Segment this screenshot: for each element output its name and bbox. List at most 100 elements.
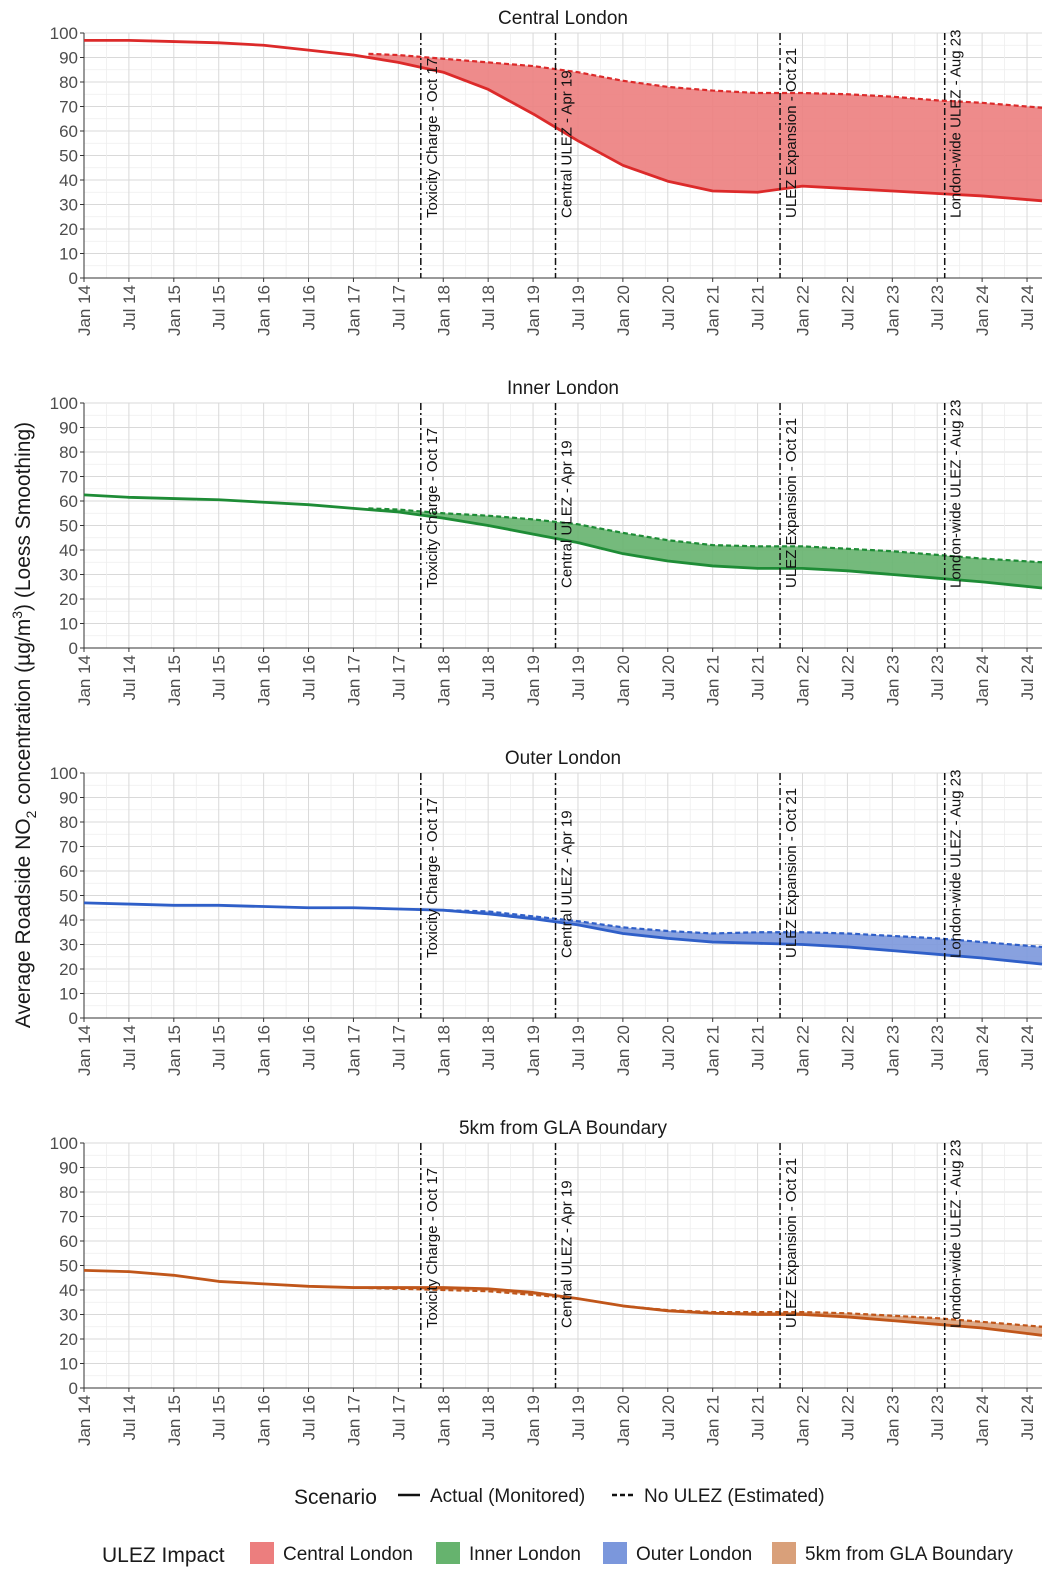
y-tick-label: 40 bbox=[59, 171, 78, 190]
x-tick-label: Jan 15 bbox=[165, 655, 184, 706]
y-tick-label: 20 bbox=[59, 960, 78, 979]
x-tick-label: Jan 21 bbox=[704, 1395, 723, 1446]
x-tick-label: Jul 18 bbox=[479, 655, 498, 700]
x-tick-label: Jul 17 bbox=[389, 285, 408, 330]
legend-impact-label: Outer London bbox=[636, 1544, 752, 1565]
x-tick-label: Jul 22 bbox=[838, 1025, 857, 1070]
x-tick-label: Jan 19 bbox=[524, 655, 543, 706]
y-tick-label: 70 bbox=[59, 838, 78, 857]
x-tick-label: Jan 19 bbox=[524, 285, 543, 336]
chart-panels: Central London0102030405060708090100Jan … bbox=[50, 8, 1043, 1446]
x-tick-label: Jul 15 bbox=[210, 1395, 229, 1440]
impact-area bbox=[368, 908, 1042, 965]
y-tick-label: 80 bbox=[59, 443, 78, 462]
x-tick-label: Jul 17 bbox=[389, 1395, 408, 1440]
y-tick-label: 0 bbox=[69, 269, 78, 288]
x-tick-label: Jan 24 bbox=[973, 655, 992, 706]
x-tick-label: Jul 23 bbox=[928, 1025, 947, 1070]
y-tick-label: 90 bbox=[59, 419, 78, 438]
y-tick-label: 60 bbox=[59, 122, 78, 141]
event-label: London-wide ULEZ - Aug 23 bbox=[948, 30, 965, 218]
x-tick-label: Jan 20 bbox=[614, 1025, 633, 1076]
y-tick-label: 70 bbox=[59, 1208, 78, 1227]
y-tick-label: 40 bbox=[59, 1281, 78, 1300]
y-tick-label: 60 bbox=[59, 1232, 78, 1251]
x-tick-label: Jan 22 bbox=[794, 285, 813, 336]
x-tick-label: Jan 22 bbox=[794, 1395, 813, 1446]
y-tick-label: 10 bbox=[59, 1355, 78, 1374]
x-tick-label: Jul 22 bbox=[838, 285, 857, 330]
legend: Scenario Actual (Monitored) No ULEZ (Estim… bbox=[102, 1486, 1014, 1567]
y-tick-label: 30 bbox=[59, 196, 78, 215]
y-tick-label: 100 bbox=[50, 1134, 78, 1153]
x-tick-label: Jul 20 bbox=[659, 655, 678, 700]
y-tick-label: 40 bbox=[59, 541, 78, 560]
x-tick-label: Jul 22 bbox=[838, 655, 857, 700]
y-tick-label: 50 bbox=[59, 1257, 78, 1276]
y-tick-label: 20 bbox=[59, 590, 78, 609]
x-tick-label: Jul 21 bbox=[749, 285, 768, 330]
x-tick-label: Jul 17 bbox=[389, 1025, 408, 1070]
x-tick-label: Jan 18 bbox=[434, 655, 453, 706]
x-tick-label: Jul 17 bbox=[389, 655, 408, 700]
x-tick-label: Jan 15 bbox=[165, 285, 184, 336]
legend-scenario-label: Actual (Monitored) bbox=[430, 1486, 585, 1507]
actual-line bbox=[83, 901, 1043, 966]
panel-2: Inner London 0 10 20 30 40 50 60 70 80 90 100 Jan 14… bbox=[50, 378, 1043, 706]
x-tick-label: Jul 18 bbox=[479, 285, 498, 330]
x-tick-label: Jan 23 bbox=[883, 655, 902, 706]
impact-area bbox=[368, 53, 1042, 201]
x-tick-label: Jan 17 bbox=[344, 1395, 363, 1446]
y-tick-label: 90 bbox=[59, 49, 78, 68]
y-tick-label: 10 bbox=[59, 245, 78, 264]
x-tick-label: Jan 24 bbox=[973, 1395, 992, 1446]
x-tick-label: Jan 22 bbox=[794, 655, 813, 706]
y-tick-label: 10 bbox=[59, 985, 78, 1004]
x-tick-label: Jan 21 bbox=[704, 655, 723, 706]
x-tick-label: Jan 24 bbox=[973, 285, 992, 336]
x-tick-label: Jan 20 bbox=[614, 655, 633, 706]
x-tick-label: Jul 14 bbox=[120, 285, 139, 330]
x-tick-label: Jan 14 bbox=[75, 655, 94, 706]
x-tick-label: Jan 16 bbox=[255, 1395, 274, 1446]
x-tick-label: Jul 24 bbox=[1018, 1025, 1037, 1070]
x-tick-label: Jul 23 bbox=[928, 285, 947, 330]
x-tick-label: Jul 14 bbox=[120, 655, 139, 700]
x-tick-label: Jul 24 bbox=[1018, 655, 1037, 700]
legend-impact-swatch bbox=[772, 1542, 796, 1564]
x-tick-label: Jan 21 bbox=[704, 285, 723, 336]
y-tick-label: 20 bbox=[59, 1330, 78, 1349]
x-tick-label: Jul 19 bbox=[569, 1395, 588, 1440]
x-tick-label: Jul 18 bbox=[479, 1395, 498, 1440]
estimated-line bbox=[368, 507, 1043, 564]
x-tick-label: Jan 23 bbox=[883, 1025, 902, 1076]
legend-impact-title: ULEZ Impact bbox=[102, 1544, 225, 1567]
event-label: Toxicity Charge - Oct 17 bbox=[424, 1168, 441, 1328]
y-tick-label: 80 bbox=[59, 73, 78, 92]
event-label: Central ULEZ - Apr 19 bbox=[559, 70, 576, 218]
event-label: London-wide ULEZ - Aug 23 bbox=[948, 1140, 965, 1328]
y-tick-label: 100 bbox=[50, 394, 78, 413]
y-tick-label: 40 bbox=[59, 911, 78, 930]
x-tick-label: Jul 21 bbox=[749, 1025, 768, 1070]
event-label: ULEZ Expansion - Oct 21 bbox=[783, 418, 800, 588]
event-label: ULEZ Expansion - Oct 21 bbox=[783, 1158, 800, 1328]
x-tick-label: Jul 20 bbox=[659, 1395, 678, 1440]
x-tick-label: Jul 21 bbox=[749, 1395, 768, 1440]
y-tick-label: 50 bbox=[59, 887, 78, 906]
y-tick-label: 0 bbox=[69, 639, 78, 658]
y-tick-label: 60 bbox=[59, 492, 78, 511]
x-tick-label: Jul 16 bbox=[300, 1395, 319, 1440]
x-tick-label: Jul 18 bbox=[479, 1025, 498, 1070]
x-tick-label: Jan 17 bbox=[344, 655, 363, 706]
x-tick-label: Jul 15 bbox=[210, 1025, 229, 1070]
y-tick-label: 50 bbox=[59, 147, 78, 166]
x-tick-label: Jul 20 bbox=[659, 285, 678, 330]
x-tick-label: Jan 14 bbox=[75, 285, 94, 336]
x-tick-label: Jul 24 bbox=[1018, 285, 1037, 330]
y-tick-label: 0 bbox=[69, 1379, 78, 1398]
x-tick-label: Jan 21 bbox=[704, 1025, 723, 1076]
x-tick-label: Jan 16 bbox=[255, 285, 274, 336]
legend-impact-swatch bbox=[603, 1542, 627, 1564]
